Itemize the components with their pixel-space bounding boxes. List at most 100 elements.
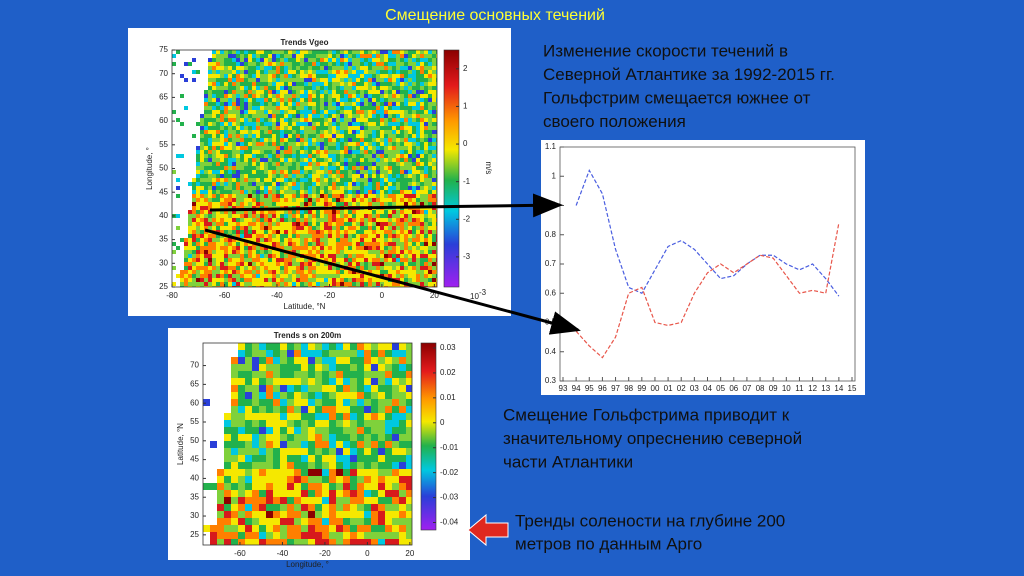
map-cell <box>232 154 236 158</box>
map-cell <box>408 274 412 278</box>
map-cell <box>332 182 336 186</box>
map-cell <box>348 246 352 250</box>
map-cell <box>280 98 284 102</box>
map-cell <box>260 130 264 134</box>
map-cell <box>388 130 392 134</box>
map-cell <box>212 142 216 146</box>
map-cell <box>404 218 408 222</box>
map-cell <box>216 258 220 262</box>
map-cell <box>384 82 388 86</box>
map-cell <box>308 222 312 226</box>
map-cell <box>240 202 244 206</box>
map-cell <box>416 246 420 250</box>
map-cell <box>336 202 340 206</box>
map-cell <box>176 226 180 230</box>
map-cell <box>284 158 288 162</box>
map-cell <box>172 274 176 278</box>
map-cell <box>308 238 312 242</box>
map-cell <box>344 218 348 222</box>
map-cell <box>245 392 252 399</box>
map-cell <box>256 190 260 194</box>
map-cell <box>396 242 400 246</box>
map-cell <box>232 158 236 162</box>
map-cell <box>236 130 240 134</box>
map-cell <box>172 66 176 70</box>
map-cell <box>352 74 356 78</box>
map-cell <box>284 274 288 278</box>
map-cell <box>304 142 308 146</box>
map-cell <box>264 210 268 214</box>
map-cell <box>308 218 312 222</box>
map-cell <box>188 214 192 218</box>
map-cell <box>408 62 412 66</box>
map-cell <box>428 258 432 262</box>
map-cell <box>388 50 392 54</box>
map-cell <box>180 214 184 218</box>
map-cell <box>371 497 378 504</box>
map-cell <box>328 270 332 274</box>
map-cell <box>236 74 240 78</box>
map-cell <box>184 138 188 142</box>
map-cell <box>276 130 280 134</box>
map-cell <box>284 282 288 286</box>
map-cell <box>266 350 273 357</box>
map-cell <box>322 420 329 427</box>
map-cell <box>332 74 336 78</box>
map-cell <box>272 226 276 230</box>
map-cell <box>204 86 208 90</box>
map-cell <box>228 238 232 242</box>
map-cell <box>312 282 316 286</box>
map-cell <box>352 242 356 246</box>
map-cell <box>266 539 273 545</box>
map-cell <box>360 210 364 214</box>
map-cell <box>332 266 336 270</box>
map-cell <box>352 226 356 230</box>
map-cell <box>210 392 217 399</box>
map-cell <box>216 62 220 66</box>
map-cell <box>292 246 296 250</box>
map-cell <box>320 198 324 202</box>
map-cell <box>324 178 328 182</box>
map-cell <box>344 182 348 186</box>
map-cell <box>292 286 296 287</box>
map-cell <box>220 178 224 182</box>
map-cell <box>324 62 328 66</box>
map-cell <box>266 483 273 490</box>
map-cell <box>400 222 404 226</box>
map-cell <box>322 441 329 448</box>
map-cell <box>316 218 320 222</box>
map-cell <box>332 170 336 174</box>
map-cell <box>404 170 408 174</box>
map-cell <box>280 222 284 226</box>
map-cell <box>364 70 368 74</box>
map-cell <box>436 174 437 178</box>
map-cell <box>420 170 424 174</box>
map-cell <box>340 242 344 246</box>
map-cell <box>406 434 412 441</box>
map-cell <box>436 50 437 54</box>
map-cell <box>248 134 252 138</box>
map-cell <box>228 270 232 274</box>
map-cell <box>260 222 264 226</box>
map-cell <box>364 126 368 130</box>
map-cell <box>204 138 208 142</box>
map-cell <box>416 194 420 198</box>
map-cell <box>424 110 428 114</box>
map-cell <box>184 246 188 250</box>
map-cell <box>268 182 272 186</box>
map-cell <box>240 114 244 118</box>
map-cell <box>292 74 296 78</box>
map-cell <box>220 114 224 118</box>
map-cell <box>360 254 364 258</box>
map-cell <box>172 138 176 142</box>
map-cell <box>376 58 380 62</box>
map-cell <box>236 266 240 270</box>
map-cell <box>360 258 364 262</box>
map-cell <box>264 266 268 270</box>
map-cell <box>292 114 296 118</box>
map-cell <box>412 62 416 66</box>
map-cell <box>376 146 380 150</box>
map-cell <box>204 266 208 270</box>
map-cell <box>332 278 336 282</box>
map-cell <box>304 74 308 78</box>
